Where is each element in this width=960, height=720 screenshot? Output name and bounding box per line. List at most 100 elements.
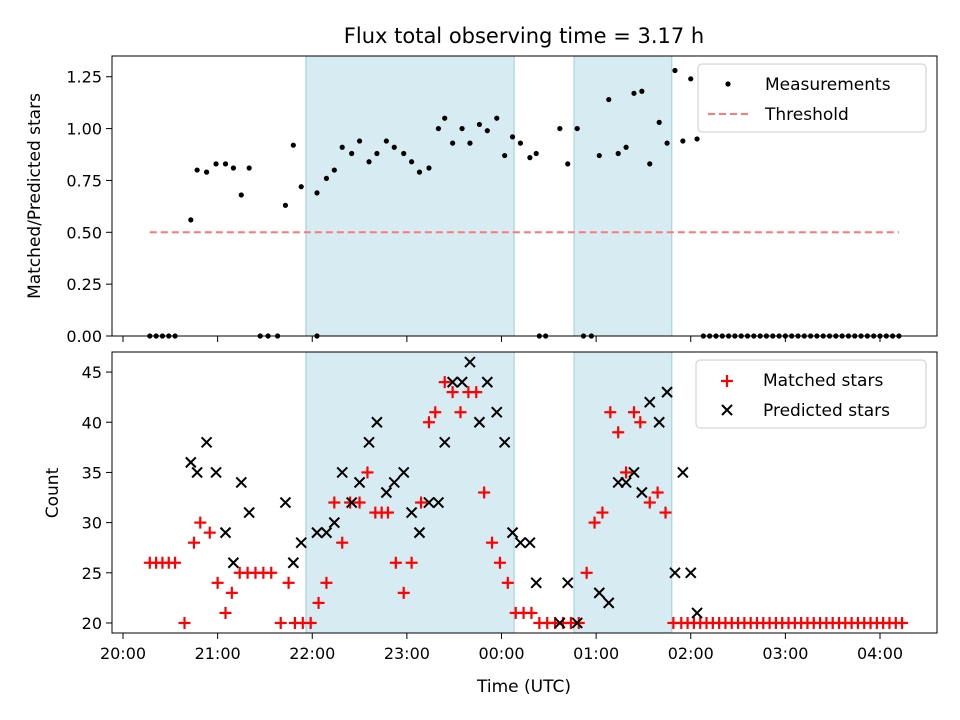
measurement-point (688, 76, 694, 82)
matched-star-point (493, 556, 506, 569)
predicted-star-point (446, 376, 459, 388)
measurement-point (222, 161, 229, 167)
top-legend-box (697, 63, 927, 133)
top-y-ticks: 0.00 0.25 0.50 0.75 1.00 1.25 (66, 68, 112, 346)
measurement-point (331, 167, 337, 173)
x-tick-label: 23:00 (384, 644, 430, 663)
predicted-star-point (669, 567, 681, 579)
matched-star-point (446, 386, 459, 399)
predicted-star-point (620, 476, 632, 489)
matched-star-point (525, 606, 538, 619)
matched-star-point (225, 586, 238, 599)
measurement-point (194, 167, 200, 173)
predicted-star-point (653, 416, 665, 428)
legend-predicted-marker (721, 404, 733, 416)
bottom-axes-frame (111, 351, 938, 634)
y-tick-label: 35 (82, 463, 102, 482)
y-tick-label: 40 (82, 413, 102, 432)
measurement-point (356, 138, 363, 144)
matched-star-point (265, 566, 278, 579)
x-tick-label: 02:00 (668, 644, 714, 663)
measurement-point (188, 217, 194, 223)
measurement-point (565, 161, 571, 167)
predicted-star-point (491, 406, 503, 418)
predicted-star-point (481, 376, 494, 388)
x-tick-label: 04:00 (857, 644, 903, 663)
predicted-star-point (530, 577, 542, 589)
measurement-point (246, 165, 252, 171)
legend-measurements-marker (725, 81, 731, 87)
measurement-point (664, 140, 670, 146)
predicted-star-point (353, 476, 366, 489)
predicted-star-point (388, 476, 400, 489)
predicted-star-point (328, 516, 341, 529)
x-tick-label: 20:00 (100, 644, 146, 663)
measurement-point (323, 175, 330, 181)
measurement-point (527, 155, 533, 161)
measurement-point (426, 165, 432, 171)
predicted-star-point (200, 436, 213, 449)
predicted-star-point (661, 386, 673, 398)
predicted-star-point (235, 476, 247, 489)
measurement-point (391, 144, 397, 150)
measurement-point (339, 144, 345, 150)
matched-star-point (304, 616, 317, 629)
predicted-star-point (320, 526, 333, 539)
measurement-point (606, 96, 612, 103)
x-tick-label: 00:00 (478, 644, 524, 663)
top-axes-frame (111, 55, 938, 337)
predicted-star-point (287, 557, 300, 569)
matched-star-point (361, 466, 374, 479)
predicted-star-point (423, 496, 435, 509)
matched-star-point (320, 576, 333, 589)
legend-measurements-label: Measurements (765, 75, 891, 95)
predicted-star-point (644, 396, 656, 408)
measurement-point (494, 115, 500, 121)
legend-predicted-label: Predicted stars (763, 401, 890, 421)
y-tick-label: 0.25 (66, 275, 102, 294)
matched-star-point (282, 576, 295, 589)
measurement-point (574, 125, 580, 132)
measurement-point (290, 142, 296, 148)
predicted-star-point (345, 496, 358, 509)
predicted-star-point (398, 466, 410, 479)
measurement-point (238, 192, 244, 198)
measurement-point (639, 88, 645, 94)
matched-star-point (612, 426, 625, 439)
measurement-point (282, 202, 289, 208)
measurement-point (615, 150, 621, 157)
predicted-star-point (363, 436, 375, 449)
matched-star-point (486, 536, 499, 549)
measurement-point (383, 138, 389, 144)
y-tick-label: 0.75 (66, 171, 102, 190)
matched-star-point (604, 406, 617, 419)
predicted-star-point (413, 526, 426, 539)
matched-star-point (389, 556, 402, 569)
measurement-point (409, 159, 415, 165)
measurement-point (416, 169, 423, 175)
y-tick-label: 20 (82, 614, 102, 633)
predicted-star-point (185, 456, 197, 469)
predicted-star-point (279, 496, 292, 509)
predicted-star-point (439, 436, 451, 449)
predicted-star-point (311, 526, 323, 539)
matched-star-point (312, 596, 325, 609)
matched-star-point (643, 496, 656, 509)
measurement-point (533, 150, 539, 157)
matched-star-point (572, 616, 585, 629)
legend-matched-marker (721, 375, 733, 387)
matched-star-point (274, 616, 287, 629)
matched-star-point (211, 576, 224, 589)
measurement-point (374, 150, 380, 157)
measurement-point (213, 161, 219, 167)
predicted-star-point (685, 567, 697, 579)
predicted-star-point (562, 577, 574, 589)
matched-star-point (415, 496, 428, 509)
matched-star-point (896, 616, 909, 629)
predicted-star-point (336, 466, 348, 479)
measurement-point (694, 136, 700, 142)
matched-star-point (620, 466, 633, 479)
matched-star-point (454, 406, 467, 419)
matched-star-point (353, 496, 366, 509)
measurement-point (230, 165, 236, 171)
